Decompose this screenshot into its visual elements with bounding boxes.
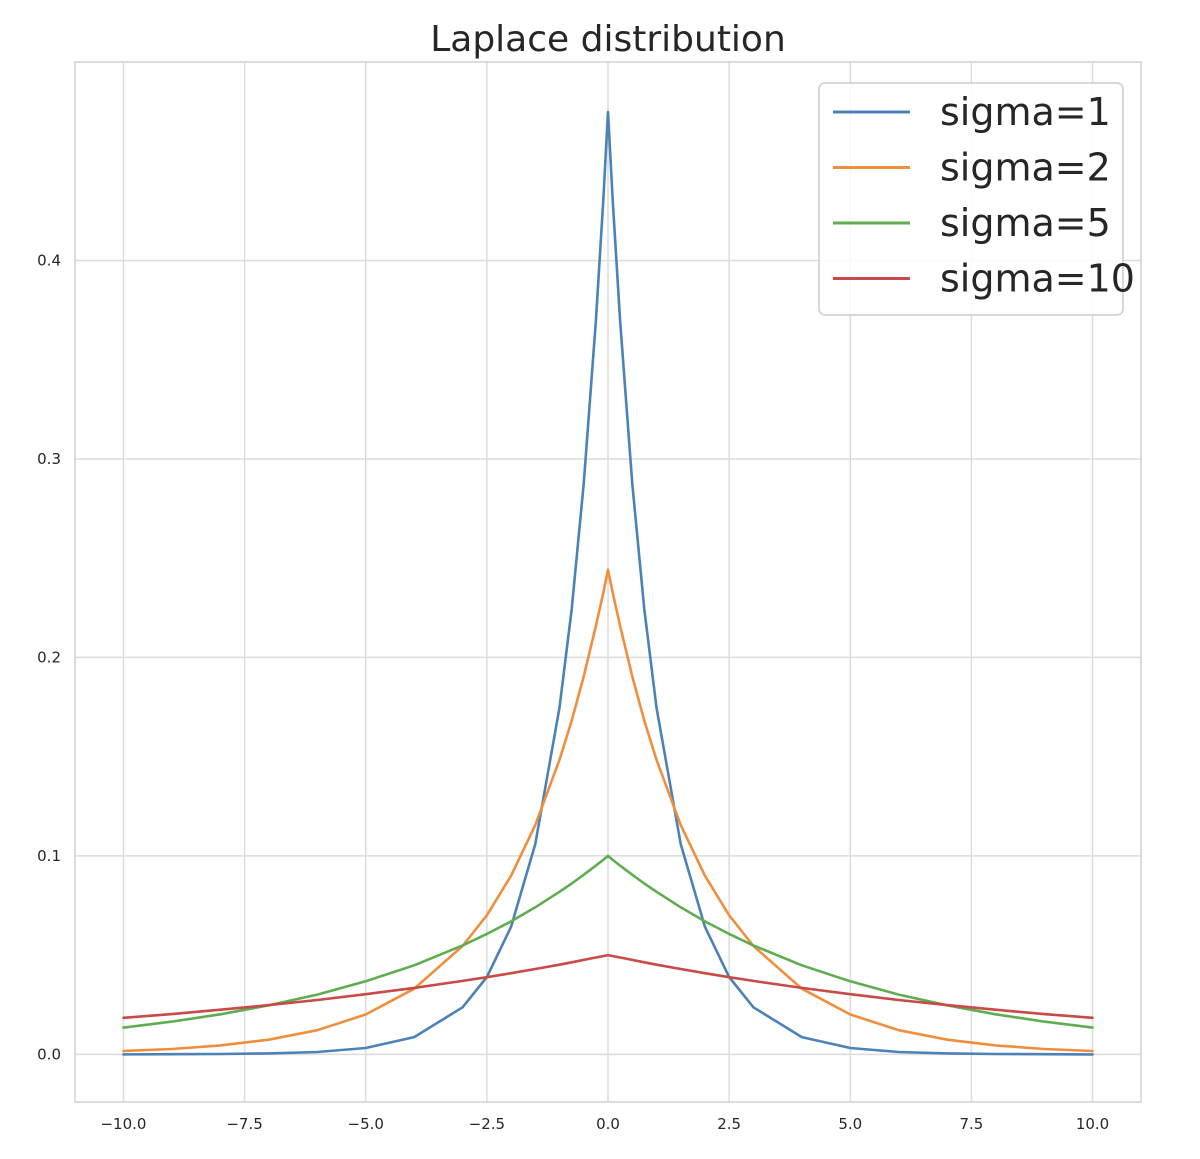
series-line-sigma=2 [122, 568, 1094, 1053]
legend: sigma=1 sigma=2 sigma=5 sigma=10 [818, 82, 1135, 316]
y-tick-label: 0.0 [37, 1045, 61, 1063]
x-tick-label: 5.0 [838, 1115, 862, 1133]
legend-box [818, 82, 1124, 316]
x-tick-label: 7.5 [959, 1115, 983, 1133]
x-tick-label: −2.5 [469, 1115, 505, 1133]
plot-frame [74, 61, 1142, 1103]
x-tick-label: 0.0 [596, 1115, 620, 1133]
series-line-sigma=1 [122, 110, 1094, 1056]
x-tick-label: −10.0 [100, 1115, 146, 1133]
legend-label: sigma=2 [940, 146, 1111, 190]
legend-label: sigma=1 [940, 90, 1111, 134]
y-tick-label: 0.3 [37, 450, 61, 468]
chart-title: Laplace distribution [430, 19, 786, 60]
y-tick-label: 0.2 [37, 648, 61, 666]
series-lines [122, 110, 1094, 1056]
series-line-sigma=5 [122, 854, 1094, 1029]
x-tick-label: 10.0 [1076, 1115, 1109, 1133]
x-tick-label: −7.5 [226, 1115, 262, 1133]
y-axis-ticks: 0.0 0.1 0.2 0.3 0.4 [37, 251, 61, 1063]
x-tick-label: −5.0 [348, 1115, 384, 1133]
legend-label: sigma=10 [940, 257, 1135, 301]
series-line-sigma=10 [122, 953, 1094, 1020]
x-tick-label: 2.5 [717, 1115, 741, 1133]
y-tick-label: 0.4 [37, 251, 61, 269]
y-tick-label: 0.1 [37, 847, 61, 865]
x-axis-ticks: −10.0 −7.5 −5.0 −2.5 0.0 2.5 5.0 7.5 10.0 [100, 1115, 1109, 1133]
legend-label: sigma=5 [940, 201, 1111, 245]
